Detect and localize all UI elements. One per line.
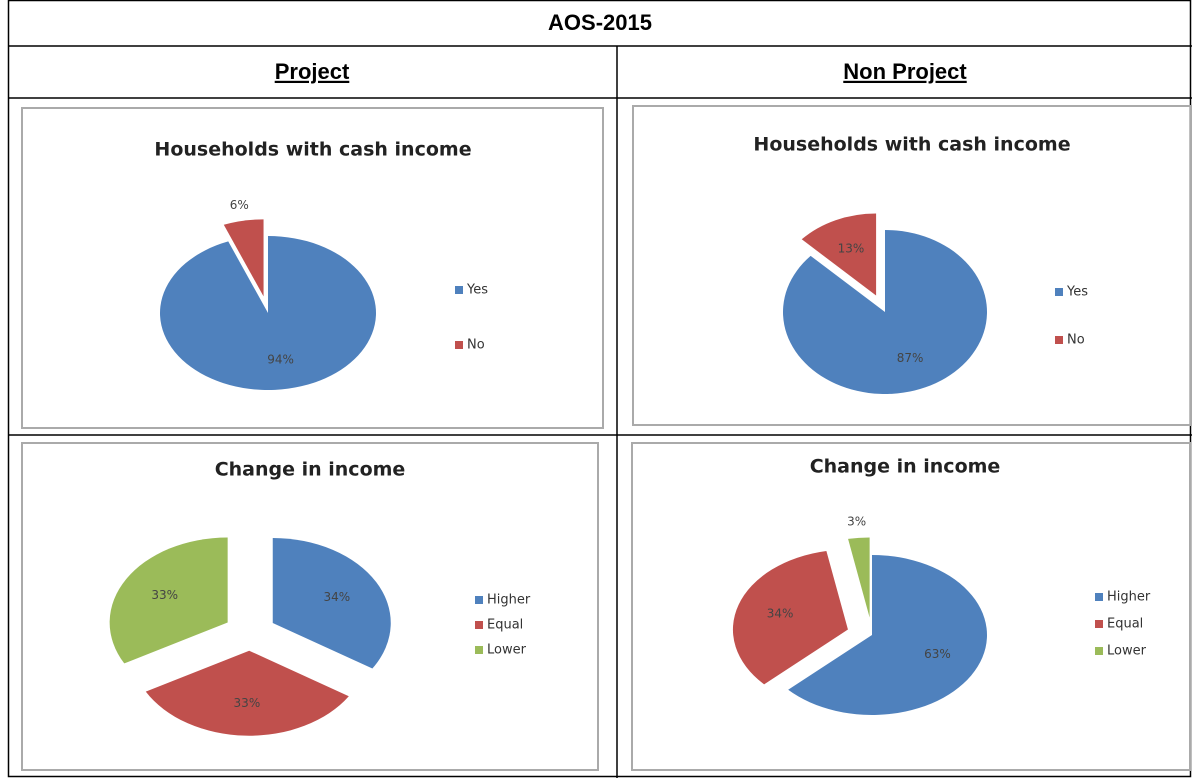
pie-slice [272,537,391,669]
pie-slice [848,537,870,618]
pie-slice [109,537,228,664]
legend-label: Yes [1066,285,1088,300]
data-label: 34% [767,607,794,621]
chart-title: Households with cash income [154,139,471,161]
legend-swatch [455,341,463,349]
pie-slice [160,236,377,390]
legend-swatch [475,621,483,629]
legend-label: Higher [1107,590,1151,605]
chart-title: Households with cash income [753,134,1070,156]
data-label: 87% [897,351,924,365]
chart-frames [21,105,1192,771]
pie-slice [788,555,987,715]
legend-label: Equal [1107,617,1143,632]
data-label: 33% [151,588,178,602]
legend-swatch [475,646,483,654]
pie-slice [783,230,987,395]
chart-title: Change in income [810,456,1001,478]
data-label: 63% [924,647,951,661]
pie-slice [732,550,848,685]
legend-swatch [1055,336,1063,344]
legend-label: No [467,338,485,353]
data-label: 94% [267,352,294,366]
legend-swatch [1095,647,1103,655]
legend-label: Higher [487,593,531,608]
pie-slice [223,219,264,297]
data-label: 6% [230,198,249,212]
data-label: 33% [234,696,261,710]
legend-swatch [475,596,483,604]
legend-label: Lower [487,643,527,658]
chart-title: Change in income [215,459,406,481]
legend-swatch [1055,288,1063,296]
legend-swatch [455,286,463,294]
pie-slice [801,213,877,296]
legend-label: Yes [466,283,488,298]
column-header: Project [275,59,350,84]
data-label: 34% [324,590,351,604]
legend-swatch [1095,593,1103,601]
legend-swatch [1095,620,1103,628]
column-header: Non Project [843,59,967,84]
data-label: 3% [847,514,866,528]
legend-label: Lower [1107,644,1147,659]
legend-label: No [1067,333,1085,348]
data-label: 13% [838,241,865,255]
legend-label: Equal [487,618,523,633]
table-grid [7,0,1192,778]
pie-slice [145,650,349,736]
table-title: AOS-2015 [548,10,652,35]
